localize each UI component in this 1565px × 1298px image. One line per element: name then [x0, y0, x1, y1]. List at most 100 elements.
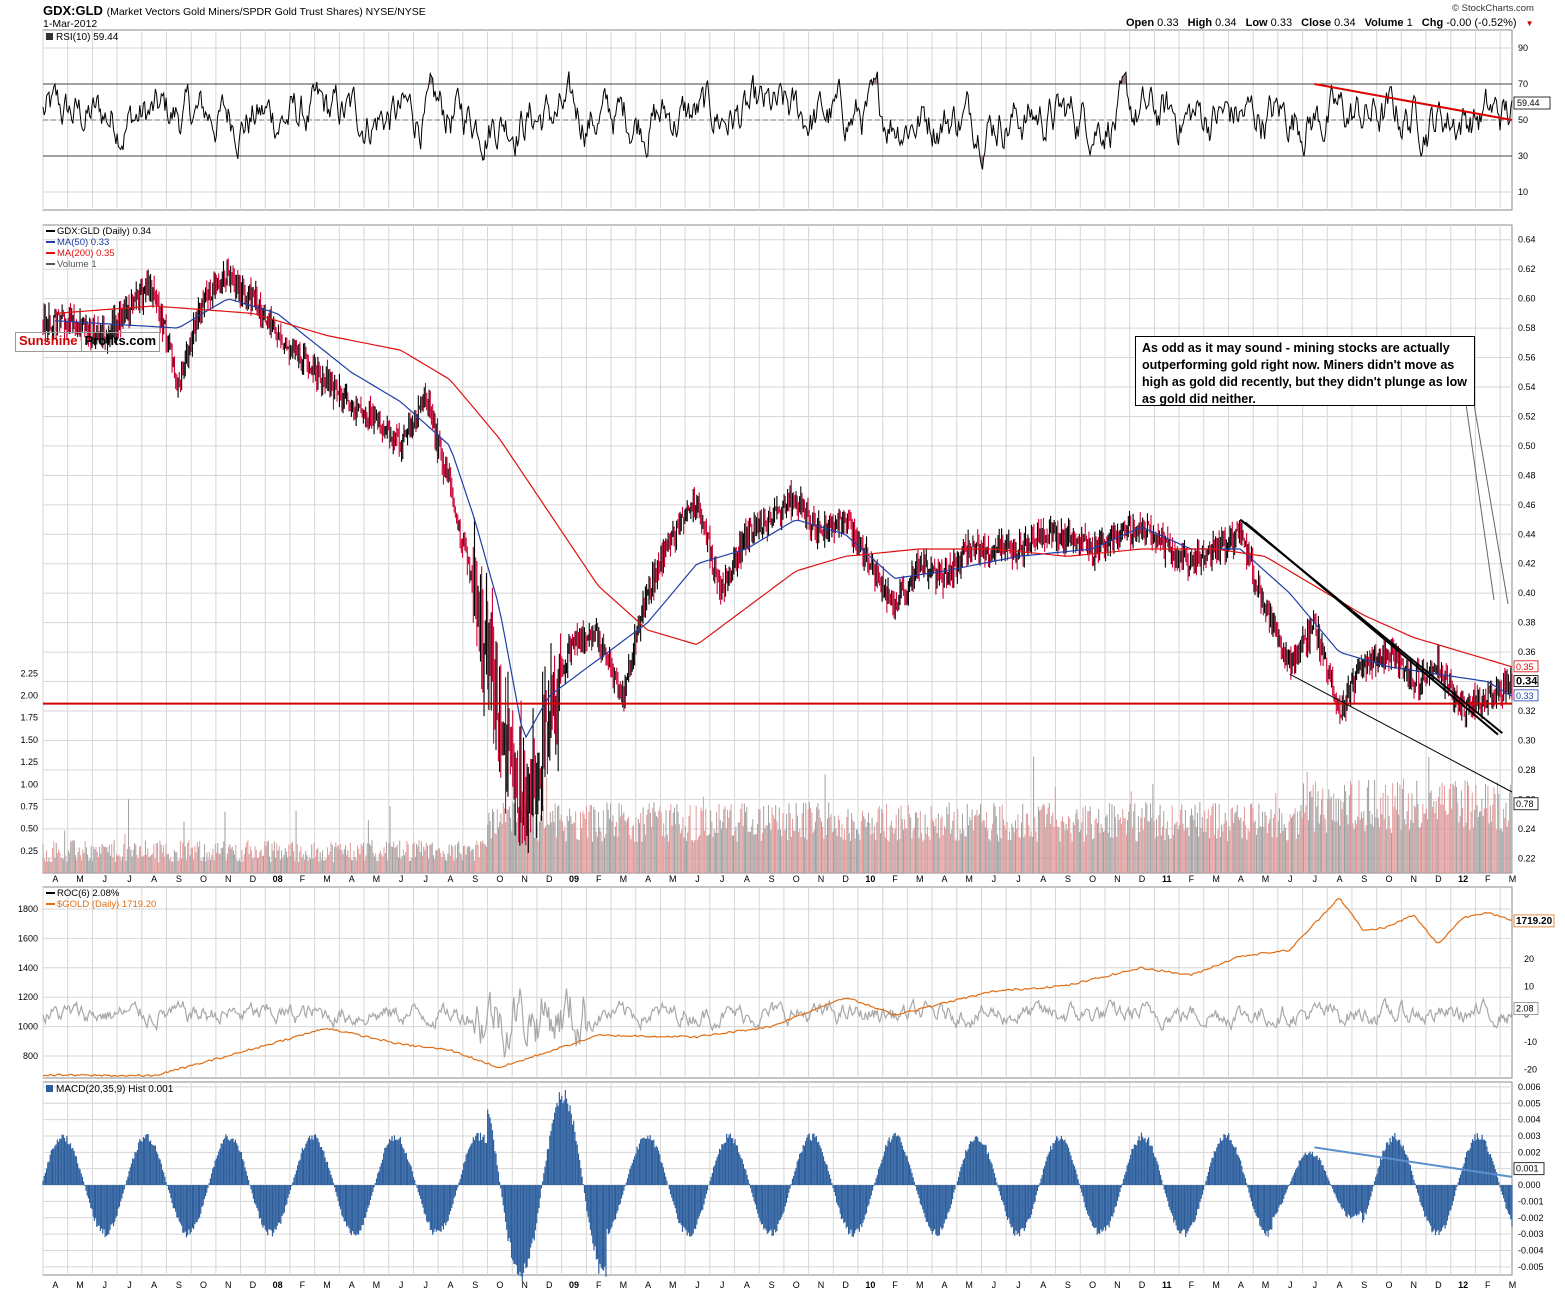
x-tick-label: M: [1212, 874, 1220, 884]
x-tick-label: O: [1089, 1280, 1096, 1290]
x-tick-label: 12: [1458, 1280, 1468, 1290]
roc-y-tick: 10: [1524, 982, 1534, 992]
rsi-line: [42, 70, 1513, 170]
x-tick-label: N: [225, 1280, 232, 1290]
macd-y-tick: -0.001: [1518, 1196, 1544, 1206]
roc-y-tick: 20: [1524, 954, 1534, 964]
x-tick-label: O: [496, 874, 503, 884]
channel-lower-line: [1289, 673, 1513, 793]
x-tick-label: J: [1016, 874, 1021, 884]
gold-y-tick: 1600: [18, 933, 38, 943]
x-tick-label: F: [1485, 1280, 1491, 1290]
x-tick-label: J: [1288, 874, 1293, 884]
x-tick-label: O: [1385, 874, 1392, 884]
volume-last-value: 0.78: [1516, 799, 1534, 809]
price-y-tick: 0.56: [1518, 353, 1536, 363]
x-tick-label: M: [620, 874, 628, 884]
rsi-last-value-box: [1513, 96, 1551, 110]
x-tick-label: D: [250, 1280, 257, 1290]
x-tick-label: S: [1361, 1280, 1367, 1290]
volume-y-tick: 0.25: [20, 846, 38, 856]
price-y-tick: 0.60: [1518, 294, 1536, 304]
symbol-description: (Market Vectors Gold Miners/SPDR Gold Tr…: [106, 6, 426, 18]
x-tick-label: S: [1361, 874, 1367, 884]
price-y-tick: 0.50: [1518, 441, 1536, 451]
x-tick-label: F: [892, 1280, 898, 1290]
x-tick-label: M: [1509, 874, 1517, 884]
x-tick-label: D: [1435, 874, 1442, 884]
annotation-pointer: [1473, 403, 1509, 605]
chart-date: 1-Mar-2012: [43, 18, 98, 30]
x-tick-label: J: [399, 1280, 404, 1290]
x-tick-label: J: [127, 874, 132, 884]
x-tick-label: F: [1189, 874, 1195, 884]
price-legend-entry: GDX:GLD (Daily) 0.34: [57, 226, 151, 237]
x-tick-label: M: [965, 1280, 973, 1290]
x-tick-label: S: [472, 1280, 478, 1290]
x-tick-label: A: [349, 1280, 355, 1290]
price-y-tick: 0.52: [1518, 411, 1536, 421]
x-tick-label: D: [250, 874, 257, 884]
x-tick-label: O: [793, 874, 800, 884]
x-tick-label: J: [1288, 1280, 1293, 1290]
x-tick-label: A: [1040, 1280, 1046, 1290]
macd-y-tick: -0.002: [1518, 1213, 1544, 1223]
price-legend-entry: MA(200) 0.35: [57, 248, 115, 259]
ma50-line: [54, 298, 1513, 739]
x-tick-label: A: [52, 1280, 58, 1290]
x-tick-label: J: [1313, 874, 1318, 884]
price-y-tick: 0.64: [1518, 235, 1536, 245]
price-y-tick: 0.44: [1518, 529, 1536, 539]
roc-y-tick: -20: [1524, 1065, 1537, 1075]
price-y-tick: 0.22: [1518, 853, 1536, 863]
x-tick-label: F: [596, 874, 602, 884]
quote-label: Low: [1245, 17, 1271, 29]
x-tick-label: M: [1262, 874, 1270, 884]
x-tick-label: J: [1016, 1280, 1021, 1290]
x-tick-label: J: [720, 1280, 725, 1290]
gold-y-tick: 1200: [18, 992, 38, 1002]
x-tick-label: 09: [569, 1280, 579, 1290]
price-y-tick: 0.36: [1518, 647, 1536, 657]
volume-y-tick: 2.00: [20, 691, 38, 701]
x-tick-label: J: [127, 1280, 132, 1290]
macd-trendline: [1314, 1146, 1513, 1178]
volume-y-tick: 0.75: [20, 801, 38, 811]
x-tick-label: A: [941, 874, 947, 884]
volume-y-tick: 1.25: [20, 757, 38, 767]
x-tick-label: 08: [273, 1280, 283, 1290]
watermark: © StockCharts.com: [1452, 3, 1534, 14]
price-y-tick: 0.28: [1518, 765, 1536, 775]
x-tick-label: N: [1114, 874, 1121, 884]
x-tick-label: 11: [1162, 1280, 1172, 1290]
x-tick-label: M: [965, 874, 973, 884]
channel-upper-line-2: [1244, 521, 1499, 736]
x-tick-label: D: [546, 1280, 553, 1290]
x-tick-label: A: [645, 1280, 651, 1290]
x-tick-label: N: [1410, 874, 1417, 884]
gold-y-tick: 1800: [18, 904, 38, 914]
rsi-y-tick: 90: [1518, 43, 1528, 53]
x-tick-label: M: [323, 1280, 331, 1290]
x-tick-label: M: [373, 1280, 381, 1290]
rsi-y-tick: 50: [1518, 115, 1528, 125]
price-y-tick: 0.30: [1518, 735, 1536, 745]
price-y-tick: 0.46: [1518, 500, 1536, 510]
logo-part1: Sunshine: [16, 333, 82, 351]
x-tick-label: D: [1139, 874, 1146, 884]
x-tick-label: S: [769, 1280, 775, 1290]
price-y-tick: 0.38: [1518, 618, 1536, 628]
x-tick-label: F: [1485, 874, 1491, 884]
gold-line: [42, 897, 1513, 1078]
macd-last-box: [1513, 1162, 1545, 1176]
rsi-trendline: [1314, 83, 1513, 121]
x-tick-label: J: [424, 874, 429, 884]
gold-y-tick: 1000: [18, 1022, 38, 1032]
x-tick-label: M: [620, 1280, 628, 1290]
x-tick-label: M: [1212, 1280, 1220, 1290]
price-last-value: 0.34: [1516, 676, 1538, 688]
x-tick-label: O: [793, 1280, 800, 1290]
macd-y-tick: 0.004: [1518, 1115, 1541, 1125]
rsi-legend: RSI(10) 59.44: [56, 32, 119, 43]
x-tick-label: M: [669, 874, 677, 884]
